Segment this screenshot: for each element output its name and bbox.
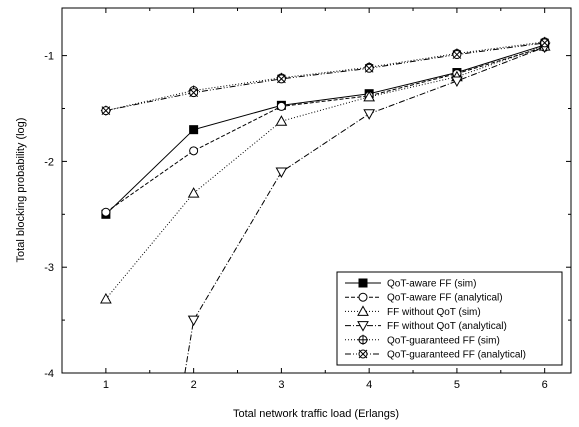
series-6 xyxy=(101,38,550,116)
data-point xyxy=(363,109,376,120)
data-point xyxy=(189,88,199,98)
data-point xyxy=(363,90,376,102)
series-line xyxy=(105,46,545,213)
x-tick-label: 3 xyxy=(278,379,284,391)
legend-label: QoT-aware FF (sim) xyxy=(387,279,476,290)
y-axis: -4 -3 -2 -1 xyxy=(44,51,571,380)
x-tick-label: 4 xyxy=(366,379,372,391)
series-1 xyxy=(101,40,550,219)
legend-label: FF without QoT (analytical) xyxy=(387,321,507,332)
legend-marker xyxy=(358,292,368,302)
legend-marker xyxy=(357,305,369,316)
data-point xyxy=(364,63,374,73)
legend-marker xyxy=(358,334,368,345)
x-axis-label: Total network traffic load (Erlangs) xyxy=(233,408,399,420)
data-point xyxy=(189,146,199,156)
data-point xyxy=(275,167,288,179)
y-tick-label: -1 xyxy=(44,51,54,63)
x-tick-label: 6 xyxy=(542,379,548,391)
data-point xyxy=(276,101,286,111)
x-tick-label: 2 xyxy=(191,379,197,391)
x-tick-label: 5 xyxy=(454,379,460,391)
data-point xyxy=(540,38,550,48)
data-point xyxy=(452,50,462,60)
data-point xyxy=(101,106,111,116)
series-line xyxy=(105,41,545,112)
legend-label: FF without QoT (sim) xyxy=(387,307,481,318)
x-axis: 1 2 3 4 5 6 xyxy=(103,8,548,391)
y-tick-label: -3 xyxy=(44,262,54,274)
series-4 xyxy=(184,42,551,374)
legend: QoT-aware FF (sim) QoT-aware FF (analytic… xyxy=(336,271,563,366)
series-3 xyxy=(100,40,551,304)
legend-marker xyxy=(357,321,369,332)
y-axis-label: Total blocking probability (log) xyxy=(15,118,27,263)
series-line xyxy=(184,46,545,374)
data-point xyxy=(100,292,112,304)
series-layer xyxy=(100,36,551,374)
series-2 xyxy=(101,42,550,217)
data-point xyxy=(187,315,200,327)
legend-label: QoT-aware FF (analytical) xyxy=(387,293,503,304)
data-point xyxy=(101,207,111,217)
data-point xyxy=(276,74,286,84)
legend-item: QoT-aware FF (sim) xyxy=(345,278,476,290)
y-tick-label: -4 xyxy=(44,368,54,380)
x-tick-label: 1 xyxy=(103,379,109,391)
legend-item: QoT-guaranteed FF (analytical) xyxy=(345,349,526,361)
series-5 xyxy=(100,36,550,116)
legend-box xyxy=(336,271,563,366)
series-line xyxy=(105,45,545,300)
y-tick-label: -2 xyxy=(44,156,54,168)
data-point xyxy=(187,187,200,198)
data-point xyxy=(275,115,288,126)
legend-item: QoT-aware FF (analytical) xyxy=(345,292,503,304)
legend-label: QoT-guaranteed FF (sim) xyxy=(387,335,500,346)
series-line xyxy=(105,44,545,215)
data-point xyxy=(451,76,463,88)
data-point xyxy=(189,125,199,135)
legend-item: FF without QoT (analytical) xyxy=(345,321,507,332)
legend-label: QoT-guaranteed FF (analytical) xyxy=(387,350,526,361)
legend-item: QoT-guaranteed FF (sim) xyxy=(345,334,500,346)
plot-frame xyxy=(61,7,572,374)
series-line xyxy=(105,42,545,112)
legend-marker xyxy=(358,278,368,288)
legend-item: FF without QoT (sim) xyxy=(345,305,481,318)
legend-marker xyxy=(358,349,368,359)
